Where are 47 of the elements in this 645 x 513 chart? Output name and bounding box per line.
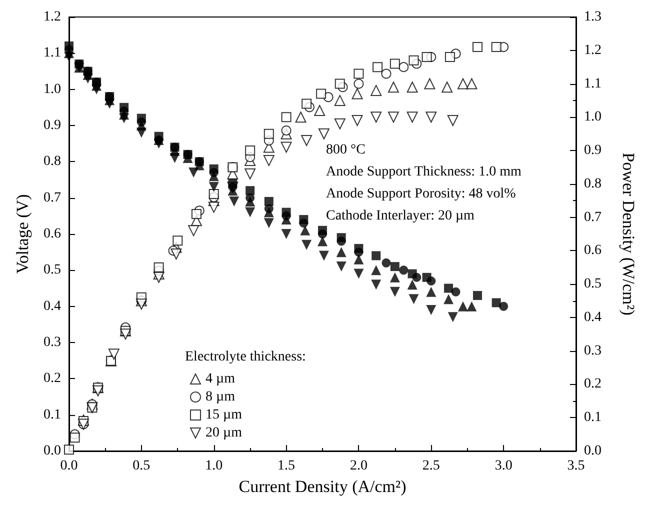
annotation: Cathode Interlayer: 20 µm xyxy=(326,208,475,224)
y2-tick-label: 0.1 xyxy=(584,410,602,426)
x-tick-label: 2.5 xyxy=(422,458,440,474)
y-tick-label: 1.0 xyxy=(44,82,61,97)
y-tick-label: 0.5 xyxy=(44,262,61,278)
x-tick-label: 1.0 xyxy=(205,458,223,474)
y-tick-label: 0.2 xyxy=(44,371,61,386)
annotation: Anode Support Porosity: 48 vol% xyxy=(326,186,516,202)
x-tick-label: 3.0 xyxy=(494,458,512,474)
y2-tick-label: 1.0 xyxy=(584,110,602,125)
y-axis-title: Voltage (V) xyxy=(13,194,32,274)
y2-tick-label: 0.4 xyxy=(584,310,602,325)
x-tick-label: 0.5 xyxy=(132,458,150,474)
y-tick-label: 0.7 xyxy=(44,190,61,206)
y2-tick-label: 0.6 xyxy=(584,243,602,258)
y-tick-label: 0.3 xyxy=(44,335,61,350)
y-tick-label: 0.9 xyxy=(44,118,61,133)
x-tick-label: 1.5 xyxy=(278,458,296,474)
annotation: 800 °C xyxy=(326,142,366,158)
y2-tick-label: 0.2 xyxy=(584,376,602,392)
x-tick-label: 3.5 xyxy=(567,458,585,474)
y-tick-label: 0.8 xyxy=(44,154,61,170)
y-tick-label: 1.2 xyxy=(44,10,61,24)
y2-tick-label: 0.0 xyxy=(584,444,602,458)
y2-tick-label: 0.7 xyxy=(584,210,602,225)
x-tick-label: 2.0 xyxy=(350,458,368,474)
y2-tick-label: 0.5 xyxy=(584,276,602,292)
legend-title: Electrolyte thickness: xyxy=(185,350,306,364)
y2-axis-title: Power Density (W/cm²) xyxy=(619,152,638,316)
y-tick-label: 1.1 xyxy=(44,46,61,61)
legend-label: 8 µm xyxy=(206,390,236,404)
y2-tick-label: 0.8 xyxy=(584,176,602,192)
y2-tick-label: 1.3 xyxy=(584,10,602,24)
legend-label: 15 µm xyxy=(206,408,242,422)
y2-tick-label: 0.9 xyxy=(584,143,602,158)
x-tick-label: 0.0 xyxy=(60,458,78,474)
legend-label: 4 µm xyxy=(206,372,236,386)
y-tick-label: 0.4 xyxy=(44,298,61,314)
y-tick-label: 0.0 xyxy=(44,444,61,458)
y2-tick-label: 0.3 xyxy=(584,343,602,358)
x-axis-title: Current Density (A/cm²) xyxy=(238,476,406,496)
legend-label: 20 µm xyxy=(206,426,242,440)
y-tick-label: 0.1 xyxy=(44,407,61,422)
y2-tick-label: 1.2 xyxy=(584,42,602,58)
annotation: Anode Support Thickness: 1.0 mm xyxy=(326,164,522,180)
y-tick-label: 0.6 xyxy=(44,226,61,242)
y2-tick-label: 1.1 xyxy=(584,76,602,92)
